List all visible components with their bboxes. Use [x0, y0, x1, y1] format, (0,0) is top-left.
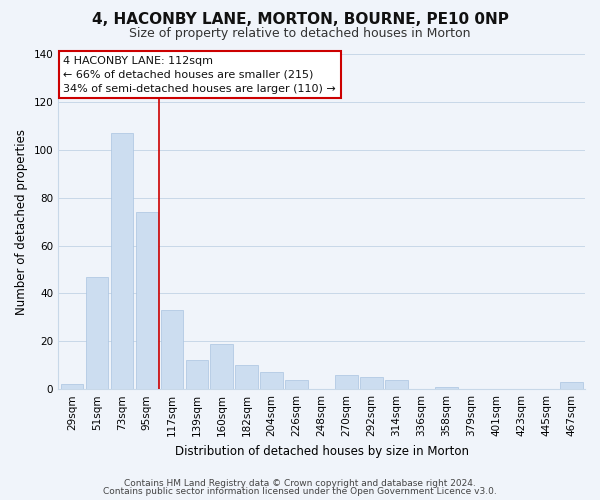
Text: 4, HACONBY LANE, MORTON, BOURNE, PE10 0NP: 4, HACONBY LANE, MORTON, BOURNE, PE10 0N… — [92, 12, 508, 28]
Text: 4 HACONBY LANE: 112sqm
← 66% of detached houses are smaller (215)
34% of semi-de: 4 HACONBY LANE: 112sqm ← 66% of detached… — [64, 56, 336, 94]
Bar — [260, 372, 283, 389]
X-axis label: Distribution of detached houses by size in Morton: Distribution of detached houses by size … — [175, 444, 469, 458]
Bar — [211, 344, 233, 389]
Bar — [235, 365, 258, 389]
Bar — [286, 380, 308, 389]
Text: Contains HM Land Registry data © Crown copyright and database right 2024.: Contains HM Land Registry data © Crown c… — [124, 478, 476, 488]
Bar — [335, 375, 358, 389]
Bar — [86, 276, 108, 389]
Bar — [385, 380, 408, 389]
Bar — [61, 384, 83, 389]
Bar — [110, 133, 133, 389]
Bar — [435, 387, 458, 389]
Bar — [136, 212, 158, 389]
Bar — [360, 377, 383, 389]
Text: Contains public sector information licensed under the Open Government Licence v3: Contains public sector information licen… — [103, 487, 497, 496]
Y-axis label: Number of detached properties: Number of detached properties — [15, 128, 28, 314]
Text: Size of property relative to detached houses in Morton: Size of property relative to detached ho… — [129, 28, 471, 40]
Bar — [161, 310, 183, 389]
Bar — [185, 360, 208, 389]
Bar — [560, 382, 583, 389]
